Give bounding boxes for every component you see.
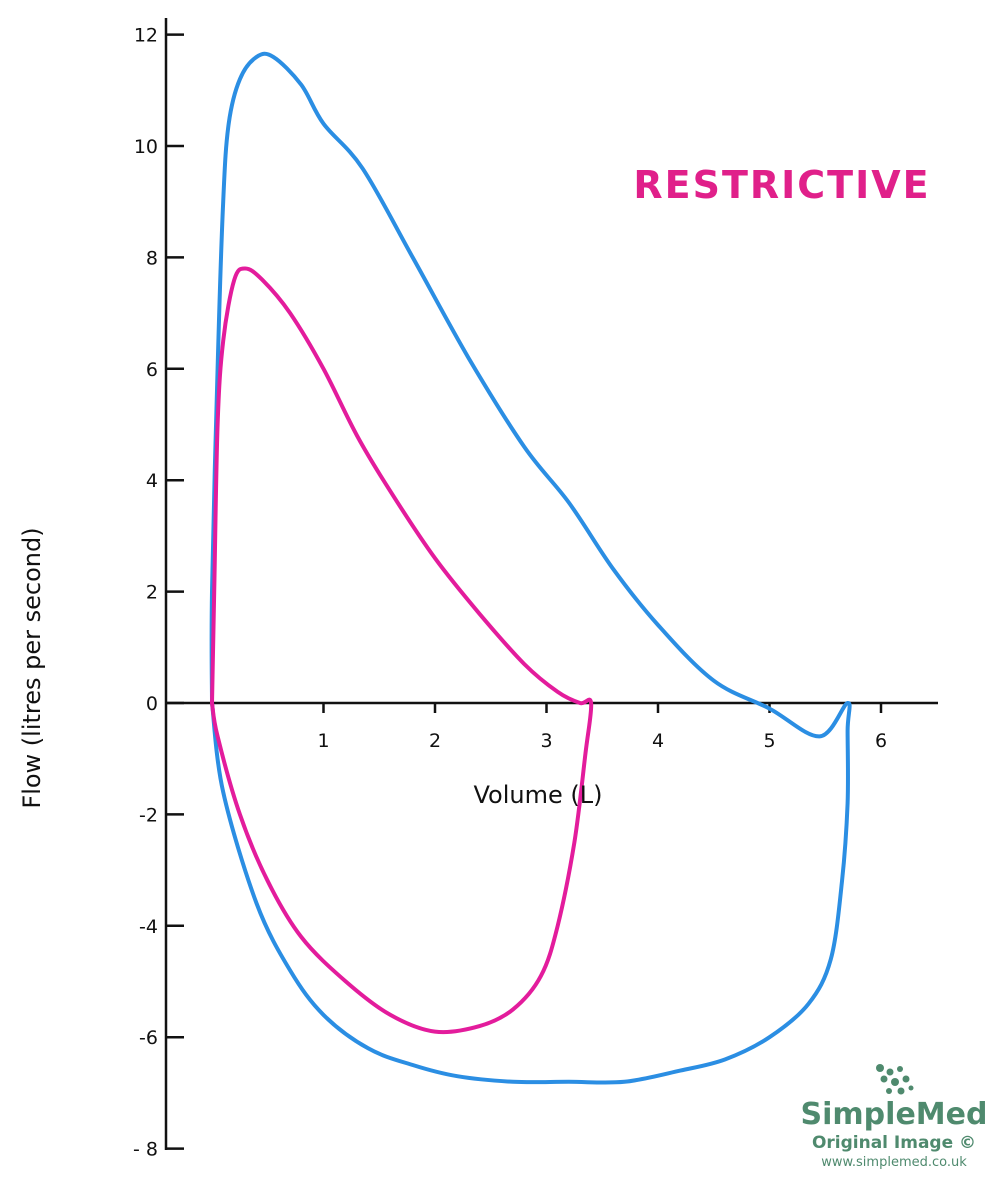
x-tick-label: 5 bbox=[763, 730, 775, 752]
y-tick-label: -2 bbox=[139, 804, 158, 826]
y-tick-label: 6 bbox=[146, 359, 158, 381]
watermark-url: www.simplemed.co.uk bbox=[821, 1155, 967, 1170]
watermark-subtitle: Original Image © bbox=[811, 1133, 977, 1153]
y-tick-label: 0 bbox=[146, 693, 158, 715]
simplemed-watermark: SimpleMed Original Image © www.simplemed… bbox=[796, 1062, 992, 1172]
watermark-brand: SimpleMed bbox=[800, 1097, 988, 1132]
y-tick-label: -6 bbox=[139, 1027, 158, 1049]
y-axis-title: Flow (litres per second) bbox=[18, 527, 46, 808]
molecule-logo-icon bbox=[876, 1064, 914, 1095]
y-tick-label: -4 bbox=[139, 916, 158, 938]
x-tick-label: 1 bbox=[317, 730, 329, 752]
x-ticks: 1 2 3 4 5 6 bbox=[317, 703, 887, 752]
x-tick-label: 2 bbox=[429, 730, 441, 752]
x-tick-label: 3 bbox=[540, 730, 552, 752]
chart-axes bbox=[164, 18, 938, 1150]
x-tick-label: 6 bbox=[875, 730, 887, 752]
restrictive-loop-line bbox=[210, 266, 594, 1035]
y-tick-label: 10 bbox=[134, 136, 158, 158]
y-tick-label: 8 bbox=[146, 247, 158, 269]
normal-loop-line bbox=[209, 51, 852, 1085]
y-tick-label: 12 bbox=[134, 25, 158, 47]
y-ticks: 12 10 8 6 4 2 0 -2 -4 -6 - 8 bbox=[133, 25, 184, 1161]
y-tick-label: 2 bbox=[146, 582, 158, 604]
x-axis-title: Volume (L) bbox=[474, 781, 603, 809]
restrictive-annotation: RESTRICTIVE bbox=[633, 163, 930, 207]
x-tick-label: 4 bbox=[652, 730, 664, 752]
y-tick-label: - 8 bbox=[133, 1139, 158, 1161]
series-layer bbox=[209, 51, 852, 1085]
y-tick-label: 4 bbox=[146, 470, 158, 492]
